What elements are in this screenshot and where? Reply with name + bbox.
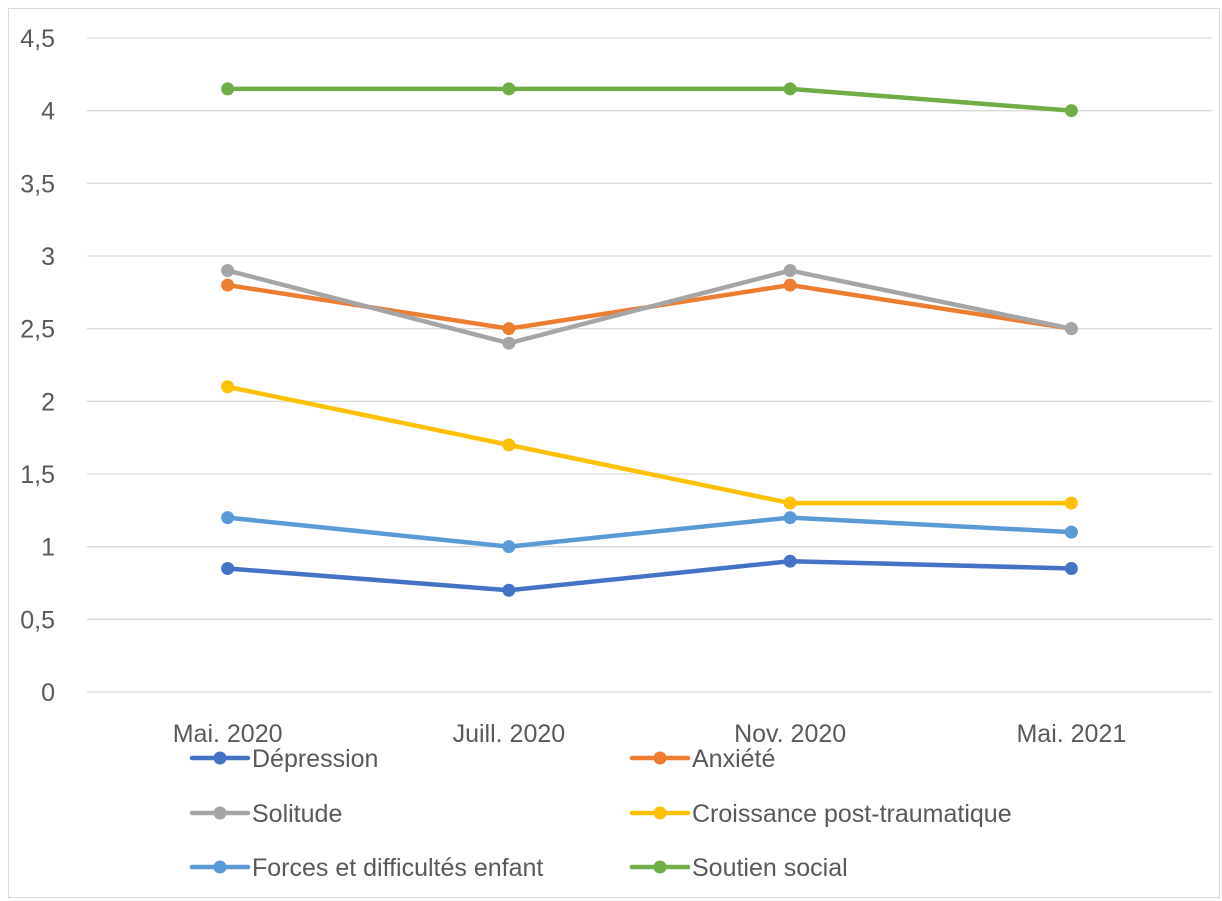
y-tick-label: 4,5 bbox=[20, 25, 55, 53]
y-tick-label: 1 bbox=[41, 534, 55, 562]
data-point bbox=[783, 554, 797, 568]
data-point bbox=[783, 511, 797, 525]
data-point bbox=[221, 380, 235, 394]
legend-marker bbox=[213, 751, 227, 765]
legend-marker bbox=[213, 860, 227, 874]
y-tick-label: 1,5 bbox=[20, 461, 55, 489]
legend-label: Solitude bbox=[252, 800, 342, 828]
data-point bbox=[1064, 322, 1078, 336]
x-tick-label: Nov. 2020 bbox=[734, 720, 846, 748]
data-point bbox=[502, 583, 516, 597]
data-point bbox=[783, 82, 797, 96]
data-point bbox=[1064, 561, 1078, 575]
data-point bbox=[221, 264, 235, 278]
chart-area bbox=[8, 8, 1220, 898]
data-point bbox=[502, 322, 516, 336]
data-point bbox=[783, 278, 797, 292]
series-line bbox=[225, 86, 1074, 113]
series bbox=[221, 264, 1078, 350]
legend-label: Dépression bbox=[252, 745, 378, 773]
series-line bbox=[225, 515, 1074, 549]
gridlines bbox=[87, 37, 1212, 693]
legend-marker bbox=[653, 806, 667, 820]
series bbox=[221, 82, 1078, 118]
legend-label: Croissance post-traumatique bbox=[692, 800, 1012, 828]
y-tick-label: 0 bbox=[41, 679, 55, 707]
legend-item: Solitude bbox=[189, 800, 342, 828]
legend-item: Dépression bbox=[189, 745, 378, 773]
legend-marker bbox=[213, 806, 227, 820]
y-tick-label: 2,5 bbox=[20, 316, 55, 344]
data-point bbox=[502, 82, 516, 96]
x-tick-label: Mai. 2021 bbox=[1016, 720, 1126, 748]
data-point bbox=[1064, 104, 1078, 118]
y-axis-ticks: 0 0,5 1 1,5 2 2,5 3 3,5 4 4,5 bbox=[20, 25, 55, 707]
legend: Dépression Anxiété Solitude Croissance post… bbox=[189, 745, 1012, 882]
legend-item: Anxiété bbox=[629, 745, 775, 773]
y-tick-label: 0,5 bbox=[20, 606, 55, 634]
series bbox=[221, 511, 1078, 554]
data-point bbox=[221, 82, 235, 96]
legend-item: Soutien social bbox=[629, 854, 848, 882]
data-point bbox=[502, 540, 516, 554]
series-line bbox=[225, 384, 1074, 506]
y-tick-label: 3 bbox=[41, 243, 55, 271]
legend-label: Forces et difficultés enfant bbox=[252, 854, 543, 882]
legend-item: Croissance post-traumatique bbox=[629, 800, 1012, 828]
y-tick-label: 4 bbox=[41, 98, 55, 126]
data-point bbox=[221, 561, 235, 575]
data-point bbox=[221, 278, 235, 292]
data-point bbox=[783, 264, 797, 278]
series bbox=[221, 380, 1078, 510]
x-tick-label: Juill. 2020 bbox=[453, 720, 566, 748]
x-tick-label: Mai. 2020 bbox=[173, 720, 283, 748]
legend-label: Anxiété bbox=[692, 745, 775, 773]
legend-item: Forces et difficultés enfant bbox=[189, 854, 543, 882]
data-point bbox=[502, 336, 516, 350]
data-point bbox=[783, 496, 797, 510]
legend-marker bbox=[653, 860, 667, 874]
x-axis-ticks: Mai. 2020 Juill. 2020 Nov. 2020 Mai. 2021 bbox=[173, 720, 1127, 748]
series-line bbox=[225, 558, 1074, 593]
data-point bbox=[1064, 525, 1078, 539]
legend-label: Soutien social bbox=[692, 854, 848, 882]
data-point bbox=[502, 438, 516, 452]
series bbox=[221, 554, 1078, 597]
data-point bbox=[1064, 496, 1078, 510]
data-point bbox=[221, 511, 235, 525]
y-tick-label: 2 bbox=[41, 388, 55, 416]
series-line bbox=[225, 268, 1074, 346]
series-lines bbox=[221, 82, 1078, 597]
legend-marker bbox=[653, 751, 667, 765]
y-tick-label: 3,5 bbox=[20, 170, 55, 198]
